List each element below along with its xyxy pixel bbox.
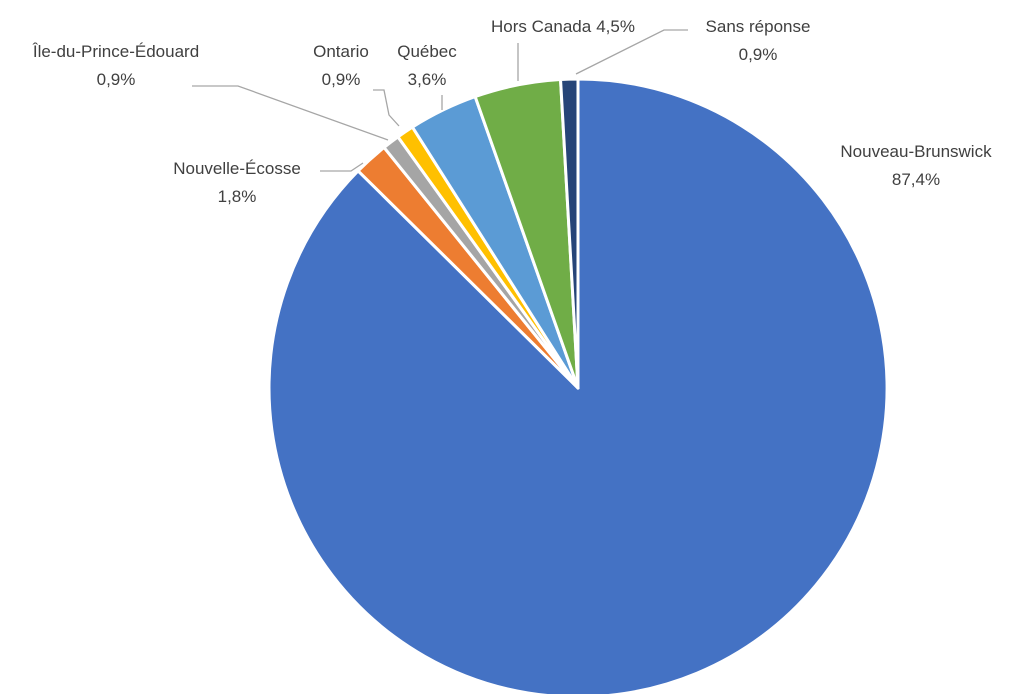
label-name-quebec: Québec (397, 42, 457, 61)
slices-layer (267, 77, 889, 694)
leader-line-ile-du-prince-edouard (192, 85, 389, 141)
label-name-ile-du-prince-edouard: Île-du-Prince-Édouard (32, 42, 199, 61)
label-value-ontario: 0,9% (322, 70, 361, 89)
label-value-hors-canada: 4,5% (596, 17, 635, 36)
label-value-quebec: 3,6% (408, 70, 447, 89)
leader-line-ontario (373, 89, 400, 127)
label-name-ontario: Ontario (313, 42, 369, 61)
pie-slice-sans-reponse (559, 77, 580, 390)
label-value-sans-reponse: 0,9% (739, 45, 778, 64)
label-name-nouvelle-ecosse: Nouvelle-Écosse (173, 159, 301, 178)
data-labels: Nouveau-Brunswick 87,4% Nouvelle-Écosse … (32, 17, 992, 206)
label-value-nouvelle-ecosse: 1,8% (218, 187, 257, 206)
leader-lines (192, 29, 688, 172)
leader-line-nouvelle-ecosse (320, 162, 364, 172)
label-name-hors-canada: Hors Canada (491, 17, 592, 36)
label-hors-canada: Hors Canada 4,5% (491, 17, 635, 36)
label-value-nouveau-brunswick: 87,4% (892, 170, 940, 189)
label-name-sans-reponse: Sans réponse (706, 17, 811, 36)
label-value-ile-du-prince-edouard: 0,9% (97, 70, 136, 89)
label-name-nouveau-brunswick: Nouveau-Brunswick (840, 142, 992, 161)
leader-line-sans-reponse (575, 29, 688, 75)
